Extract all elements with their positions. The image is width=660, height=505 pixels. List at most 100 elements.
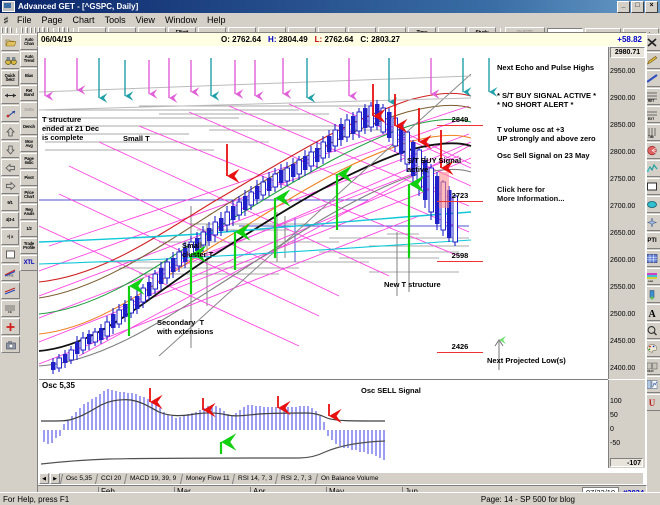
svg-text:RET: RET [648, 99, 654, 102]
study-auto-chan[interactable]: Auto Chan [20, 34, 38, 50]
compress-x-button[interactable]: ÷| x [1, 229, 19, 245]
indicator-tab-strip: ◀ ▶ Osc 5,35 CCI 20 MACD 19, 39, 9 Money… [39, 473, 643, 484]
tab-macd[interactable]: MACD 19, 39, 9 [124, 473, 182, 484]
arrow-right-icon[interactable] [1, 177, 20, 194]
open-chart-icon[interactable] [1, 34, 20, 51]
next-echo-note: Next Echo and Pulse Highs [497, 63, 595, 72]
quote-bar: 06/04/19 O: 2762.64 H: 2804.49 L: 2762.6… [37, 32, 647, 47]
oscillator-graphics [40, 388, 386, 465]
price-chart-graphics [39, 58, 506, 374]
study-price-chart[interactable]: Price Chart [20, 187, 38, 203]
arrow-down-icon[interactable] [1, 141, 20, 158]
close-label: C: [360, 35, 369, 44]
window-title: Advanced GET - [^GSPC, Daily] [18, 2, 139, 11]
ellipse-icon[interactable] [643, 196, 660, 213]
study-auto-trend[interactable]: Auto Trend [20, 51, 38, 67]
price-tick: 2700.00 [610, 203, 636, 210]
small-cluster-note: Small cluster T [182, 241, 214, 259]
title-bar: Advanced GET - [^GSPC, Daily] _ □ × [0, 0, 660, 13]
menu-item-tools[interactable]: Tools [104, 14, 126, 25]
status-help-text: For Help, press F1 [3, 494, 70, 504]
price-tick: 2750.00 [610, 176, 636, 183]
study-bias[interactable]: Bias [20, 68, 38, 84]
zoom-in-icon[interactable] [1, 87, 20, 104]
study-xtl[interactable]: XTL [20, 255, 38, 271]
price-tick: 2950.00 [610, 68, 636, 75]
tab-on-balance-volume[interactable]: On Balance Volume [315, 473, 384, 484]
square-icon[interactable] [1, 246, 20, 263]
tab-rsi-14[interactable]: RSI 14, 7, 3 [232, 473, 278, 484]
price-level-value: 2598 [451, 251, 469, 260]
study-half[interactable]: 1/2 [20, 221, 38, 237]
shift-left-button[interactable]: 4|3-4 [1, 212, 19, 228]
fib-icon[interactable]: Fib [1, 300, 20, 317]
arrow-left-icon[interactable] [1, 159, 20, 176]
click-here-note[interactable]: Click here for More Information... [497, 185, 565, 203]
price-tick: 2800.00 [610, 149, 636, 156]
trendline-icon[interactable]: LINE [1, 264, 20, 281]
tab-label: RSI 2, 7, 3 [281, 474, 313, 482]
tab-label: RSI 14, 7, 3 [238, 474, 273, 482]
menu-item-page[interactable]: Page [41, 14, 63, 25]
study-dench[interactable]: Dench [20, 119, 38, 135]
tab-rsi-2[interactable]: RSI 2, 7, 3 [275, 473, 318, 484]
menu-item-file[interactable]: File [17, 14, 32, 25]
t-volume-note: T volume osc at +3 UP strongly and above… [497, 125, 596, 143]
menu-item-help[interactable]: Help [206, 14, 226, 25]
expand-icon[interactable] [1, 105, 20, 122]
study-delta[interactable]: Delta [20, 102, 38, 118]
menu-item-view[interactable]: View [135, 14, 155, 25]
price-level-2849: 2849 [437, 115, 483, 126]
low-label: L: [314, 35, 323, 44]
maximize-button[interactable]: □ [631, 0, 644, 13]
rectangle-icon[interactable] [643, 178, 660, 195]
study-pivot[interactable]: Pivot [20, 170, 38, 186]
study-reg-anals[interactable]: Reg Anals [20, 204, 38, 220]
price-chart-pane[interactable]: T structure ended at 21 Dec is complete … [39, 46, 608, 380]
study-mov-avg[interactable]: Mov Avg [20, 136, 38, 152]
chart-date-field[interactable]: 06/04/19 [41, 35, 73, 44]
tab-label: CCI 20 [101, 474, 122, 482]
oscillator-label: Osc 5,35 [42, 381, 75, 390]
st-buy-signal-note: S/T BUY Signal active [407, 156, 462, 174]
menu-item-chart[interactable]: Chart [72, 14, 95, 25]
buy-signal-alert: * S/T BUY SIGNAL ACTIVE * * NO SHORT ALE… [497, 91, 597, 109]
oscillator-pane[interactable]: Osc 5,35 Osc SELL Signal [39, 380, 608, 468]
price-axis: 2980.71 2950.00 2900.00 2850.00 2800.00 … [608, 46, 645, 379]
study-ret-band[interactable]: Ret Band [20, 85, 38, 101]
channel-icon[interactable] [1, 282, 20, 299]
t-structure-note: T structure ended at 21 Dec is complete [42, 115, 100, 142]
tab-label: MACD 19, 39, 9 [130, 474, 177, 482]
tab-cci-20[interactable]: CCI 20 [94, 473, 127, 484]
binoculars-icon[interactable] [1, 52, 20, 69]
svg-text:Fib: Fib [8, 310, 12, 313]
small-t-note: Small T [123, 134, 150, 143]
study-trade-profile[interactable]: Trade Profile [20, 238, 38, 254]
tab-scroll-left[interactable]: ◀ [39, 473, 49, 484]
arrow-up-icon[interactable] [1, 123, 20, 140]
star-icon[interactable] [643, 214, 660, 231]
osc-sell-signal-note: Osc SELL Signal [361, 386, 421, 395]
compress-one-button[interactable]: 9/1 [1, 195, 19, 211]
price-tick: 2400.00 [610, 365, 636, 372]
quick-select-button[interactable]: Quick Selct [1, 70, 19, 86]
fib-ret-icon[interactable]: RET [643, 88, 660, 105]
study-page-indic[interactable]: Page Indic [20, 153, 38, 169]
document-icon: ♯ [3, 14, 9, 25]
app-icon [2, 1, 15, 12]
camera-icon[interactable] [1, 336, 20, 353]
tab-osc-5-35[interactable]: Osc 5,35 [59, 473, 98, 484]
tab-scroll-right[interactable]: ▶ [50, 473, 60, 484]
close-button[interactable]: × [645, 0, 658, 13]
osc-tick: 0 [610, 426, 614, 433]
tab-money-flow[interactable]: Money Flow 11 [179, 473, 235, 484]
palette-icon[interactable] [643, 340, 660, 357]
price-tick: 2450.00 [610, 338, 636, 345]
high-value: 2804.49 [278, 35, 308, 44]
svg-text:OLD: OLD [647, 369, 654, 372]
close-value: 2803.27 [371, 35, 400, 44]
menu-item-window[interactable]: Window [164, 14, 197, 25]
crosshair-icon[interactable] [1, 318, 20, 335]
minimize-button[interactable]: _ [617, 0, 630, 13]
osc-current-value: -107 [610, 458, 643, 467]
